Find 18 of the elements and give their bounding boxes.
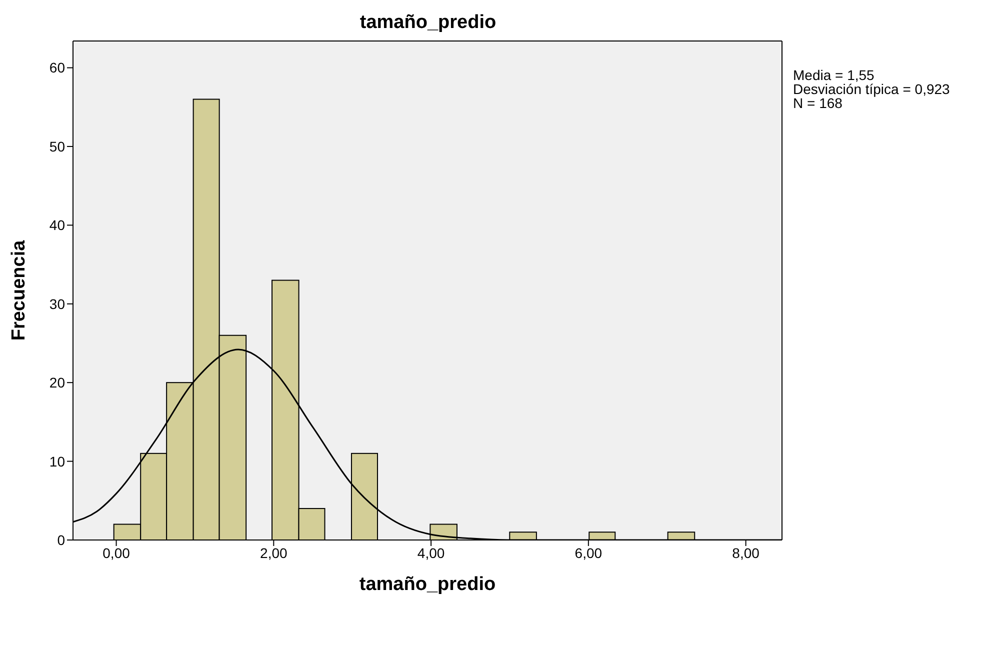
chart-title: tamaño_predio: [358, 12, 498, 34]
y-tick-label: 60: [49, 60, 66, 76]
y-axis-title: Frecuencia: [8, 240, 30, 341]
y-tick-label: 0: [57, 532, 66, 548]
y-tick-label: 30: [49, 296, 66, 312]
x-tick-label: 8,00: [732, 544, 760, 561]
x-tick-label: 2,00: [260, 544, 288, 561]
y-tick-label: 50: [49, 138, 66, 154]
y-tick-label: 20: [49, 374, 66, 391]
text: Desviación típica = 0,923: [793, 81, 950, 97]
x-axis-title: tamaño_predio: [359, 574, 496, 595]
y-tick-label: 10: [49, 453, 66, 470]
y-tick-label: 40: [49, 217, 66, 234]
text: Media = 1,55: [793, 67, 876, 83]
x-tick-label: 0,00: [102, 544, 130, 561]
x-tick-label: 6,00: [574, 544, 602, 561]
x-tick-label: 4,00: [417, 544, 445, 561]
text: N = 168: [793, 95, 844, 111]
